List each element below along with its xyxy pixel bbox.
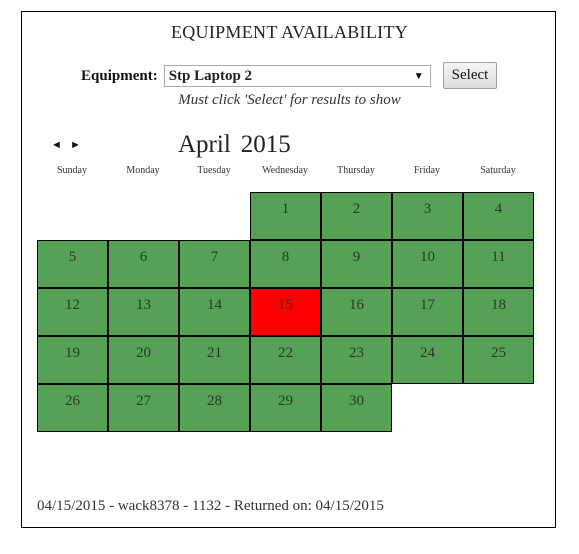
calendar-day-16[interactable]: 16 [321, 288, 392, 336]
calendar-day-1[interactable]: 1 [250, 192, 321, 240]
reservation-result: 04/15/2015 - wack8378 - 1132 - Returned … [37, 498, 384, 514]
month-year: 2015 [240, 131, 291, 158]
calendar-day-10[interactable]: 10 [392, 240, 463, 288]
calendar-day-28[interactable]: 28 [179, 384, 250, 432]
calendar-day-25[interactable]: 25 [463, 336, 534, 384]
availability-panel [21, 11, 556, 528]
calendar-day-22[interactable]: 22 [250, 336, 321, 384]
prev-month-icon[interactable]: ◄ [51, 139, 62, 151]
weekday-thursday: Thursday [337, 165, 375, 176]
calendar-day-5[interactable]: 5 [37, 240, 108, 288]
equipment-row: Equipment: Stp Laptop 2 ▼ [81, 63, 431, 89]
calendar-day-13[interactable]: 13 [108, 288, 179, 336]
calendar-day-19[interactable]: 19 [37, 336, 108, 384]
calendar-day-3[interactable]: 3 [392, 192, 463, 240]
calendar-day-4[interactable]: 4 [463, 192, 534, 240]
page-title: EQUIPMENT AVAILABILITY [170, 22, 409, 42]
calendar-day-24[interactable]: 24 [392, 336, 463, 384]
calendar-day-11[interactable]: 11 [463, 240, 534, 288]
weekday-wednesday: Wednesday [262, 165, 308, 176]
calendar-day-27[interactable]: 27 [108, 384, 179, 432]
calendar-day-15[interactable]: 15 [250, 288, 321, 336]
weekday-sunday: Sunday [57, 165, 87, 176]
calendar-day-29[interactable]: 29 [250, 384, 321, 432]
calendar-day-18[interactable]: 18 [463, 288, 534, 336]
calendar-day-23[interactable]: 23 [321, 336, 392, 384]
calendar-day-20[interactable]: 20 [108, 336, 179, 384]
calendar-day-26[interactable]: 26 [37, 384, 108, 432]
weekday-tuesday: Tuesday [197, 165, 231, 176]
month-name: April [178, 131, 231, 158]
calendar-day-2[interactable]: 2 [321, 192, 392, 240]
weekday-monday: Monday [126, 165, 160, 176]
equipment-label: Equipment: [81, 67, 158, 84]
calendar-day-7[interactable]: 7 [179, 240, 250, 288]
calendar-day-30[interactable]: 30 [321, 384, 392, 432]
weekday-friday: Friday [413, 165, 441, 176]
calendar-day-8[interactable]: 8 [250, 240, 321, 288]
calendar-day-6[interactable]: 6 [108, 240, 179, 288]
next-month-icon[interactable]: ► [70, 139, 81, 151]
calendar-day-14[interactable]: 14 [179, 288, 250, 336]
month-heading: April 2015 [178, 131, 291, 159]
equipment-select-value: Stp Laptop 2 [168, 67, 253, 84]
equipment-select[interactable]: Stp Laptop 2 ▼ [163, 65, 431, 87]
instruction-note: Must click 'Select' for results to show [178, 92, 401, 108]
calendar-day-21[interactable]: 21 [179, 336, 250, 384]
dropdown-arrow-icon: ▼ [413, 70, 424, 82]
calendar-day-12[interactable]: 12 [37, 288, 108, 336]
select-button[interactable]: Select [443, 62, 497, 89]
weekday-saturday: Saturday [480, 165, 516, 176]
calendar-day-9[interactable]: 9 [321, 240, 392, 288]
calendar-day-17[interactable]: 17 [392, 288, 463, 336]
